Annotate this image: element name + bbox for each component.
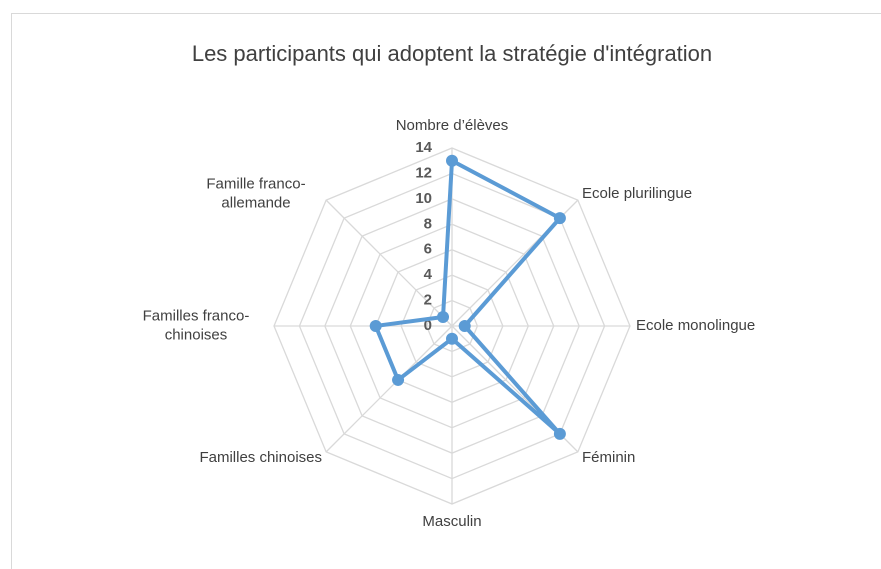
- r-tick-label: 6: [424, 241, 432, 258]
- marker: [446, 332, 458, 345]
- marker: [553, 427, 566, 440]
- spoke: [325, 325, 453, 453]
- r-tick-label: 12: [415, 164, 432, 181]
- r-tick-label: 0: [424, 317, 432, 334]
- category-label: Ecole plurilingue: [582, 185, 692, 202]
- category-label: Familles chinoises: [199, 449, 322, 466]
- category-label: Ecole monolingue: [636, 317, 755, 334]
- chart-title: Les participants qui adoptent la stratég…: [192, 41, 712, 66]
- spoke: [325, 199, 453, 327]
- marker: [553, 212, 566, 225]
- marker: [458, 320, 471, 332]
- category-label: Masculin: [422, 513, 481, 530]
- r-tick-label: 4: [424, 266, 433, 283]
- category-label: Famille franco-allemande: [206, 175, 305, 211]
- r-tick-label: 2: [424, 292, 432, 309]
- category-label: Nombre d’élèves: [396, 117, 509, 134]
- marker: [446, 154, 458, 167]
- marker: [437, 311, 450, 324]
- r-tick-label: 10: [415, 190, 432, 207]
- r-tick-label: 8: [424, 215, 432, 232]
- marker: [392, 373, 405, 386]
- category-label: Féminin: [582, 449, 635, 466]
- category-label: Familles franco-chinoises: [143, 307, 250, 343]
- r-tick-label: 14: [415, 139, 432, 156]
- marker: [369, 320, 382, 332]
